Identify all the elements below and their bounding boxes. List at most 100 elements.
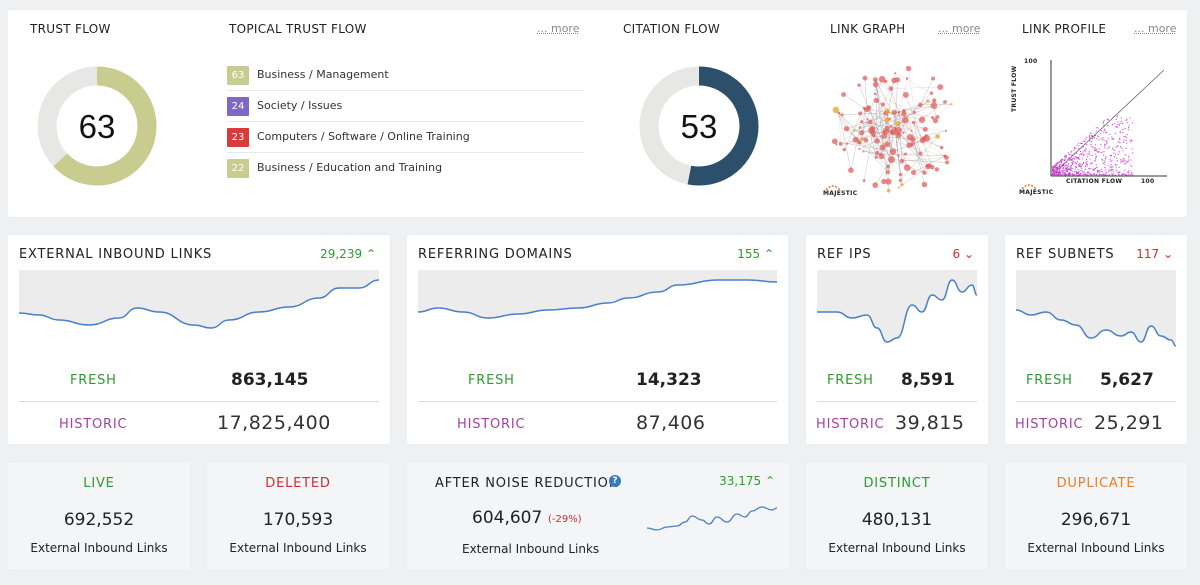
trust-flow-label: TRUST FLOW: [30, 22, 111, 36]
metric-delta: 6 ⌄: [952, 247, 974, 261]
noise-value: 604,607: [472, 508, 543, 528]
noise-sub: External Inbound Links: [462, 542, 600, 556]
majestic-logo-icon: [825, 185, 841, 191]
topic-row[interactable]: 63 Business / Management: [227, 60, 584, 91]
noise-delta: 33,175 ⌃: [719, 474, 775, 488]
metric-delta: 29,239 ⌃: [320, 247, 376, 261]
topic-row[interactable]: 23 Computers / Software / Online Trainin…: [227, 122, 584, 153]
topic-name: Society / Issues: [257, 99, 343, 112]
link-profile-more-link[interactable]: ... more: [1134, 22, 1177, 35]
noise-delta-value: 33,175: [719, 474, 762, 488]
noise-percent: (-29%): [548, 514, 582, 525]
fresh-value: 14,323: [636, 370, 702, 390]
link-graph-logo-text: MAJESTIC: [823, 190, 858, 197]
distinct-value: 480,131: [861, 510, 933, 530]
link-profile-label: LINK PROFILE: [1022, 22, 1107, 36]
deleted-card[interactable]: DELETED 170,593 External Inbound Links: [207, 462, 389, 570]
live-label: LIVE: [83, 476, 115, 491]
fresh-label: FRESH: [70, 373, 117, 388]
citation-flow-value: 53: [681, 108, 718, 145]
historic-label: HISTORIC: [457, 417, 526, 432]
distinct-card[interactable]: DISTINCT 480,131 External Inbound Links: [806, 462, 988, 570]
link-graph-more-link[interactable]: ... more: [938, 22, 981, 35]
metric-delta: 155 ⌃: [737, 247, 774, 261]
metric-sparkline: [417, 270, 778, 319]
topic-score: 23: [227, 128, 249, 147]
live-value: 692,552: [63, 510, 135, 530]
metric-title: REFERRING DOMAINS: [418, 247, 573, 262]
topic-row[interactable]: 24 Society / Issues: [227, 91, 584, 122]
noise-sparkline: [646, 506, 778, 531]
link-profile-logo-text: MAJESTIC: [1019, 189, 1054, 196]
metric-divider: [19, 401, 379, 402]
metric-title: REF SUBNETS: [1016, 247, 1115, 262]
duplicate-card[interactable]: DUPLICATE 296,671 External Inbound Links: [1005, 462, 1187, 570]
metric-title: EXTERNAL INBOUND LINKS: [19, 247, 213, 262]
metric-title: REF IPS: [817, 247, 872, 262]
fresh-value: 5,627: [1100, 370, 1154, 390]
topic-name: Business / Education and Training: [257, 161, 443, 174]
fresh-label: FRESH: [1026, 373, 1073, 388]
majestic-logo-icon: [1021, 184, 1037, 190]
historic-value: 25,291: [1094, 412, 1164, 434]
live-card[interactable]: LIVE 692,552 External Inbound Links: [8, 462, 190, 570]
historic-label: HISTORIC: [816, 417, 885, 432]
metric-sparkline: [1015, 270, 1177, 347]
metric-divider: [817, 401, 977, 402]
topic-name: Computers / Software / Online Training: [257, 130, 470, 143]
chevron-up-icon: ⌃: [365, 247, 376, 261]
historic-label: HISTORIC: [59, 417, 128, 432]
historic-value: 39,815: [895, 412, 965, 434]
topical-more-link[interactable]: ... more: [537, 22, 580, 35]
link-profile-ymax: 100: [1024, 58, 1038, 65]
topic-score: 24: [227, 97, 249, 116]
external-inbound-links-card[interactable]: EXTERNAL INBOUND LINKS 29,239 ⌃ FRESH 86…: [8, 235, 390, 444]
historic-value: 87,406: [636, 412, 706, 434]
topic-row[interactable]: 22 Business / Education and Training: [227, 153, 584, 184]
deleted-label: DELETED: [265, 476, 331, 491]
metric-delta-value: 155: [737, 247, 761, 261]
link-graph-label: LINK GRAPH: [830, 22, 906, 36]
referring-domains-card[interactable]: REFERRING DOMAINS 155 ⌃ FRESH 14,323 HIS…: [407, 235, 788, 444]
link-graph-image[interactable]: [820, 50, 960, 200]
distinct-sub: External Inbound Links: [828, 541, 966, 555]
ref-ips-card[interactable]: REF IPS 6 ⌄ FRESH 8,591 HISTORIC 39,815: [806, 235, 988, 444]
ref-subnets-card[interactable]: REF SUBNETS 117 ⌄ FRESH 5,627 HISTORIC 2…: [1005, 235, 1187, 444]
link-profile-scatter[interactable]: [1042, 58, 1167, 178]
deleted-sub: External Inbound Links: [229, 541, 367, 555]
noise-reduction-card[interactable]: AFTER NOISE REDUCTION ? 33,175 ⌃ 604,607…: [407, 462, 789, 570]
metric-divider: [418, 401, 777, 402]
summary-panel: TRUST FLOW 63 TOPICAL TRUST FLOW ... mor…: [8, 10, 1187, 217]
duplicate-value: 296,671: [1060, 510, 1132, 530]
link-profile-xlabel: CITATION FLOW: [1066, 178, 1123, 185]
metric-divider: [1016, 401, 1176, 402]
topic-score: 22: [227, 159, 249, 178]
metric-delta-value: 117: [1136, 247, 1160, 261]
chevron-down-icon: ⌄: [963, 247, 974, 261]
deleted-value: 170,593: [262, 510, 334, 530]
live-sub: External Inbound Links: [30, 541, 168, 555]
link-profile-xmax: 100: [1141, 178, 1155, 185]
help-icon[interactable]: ?: [609, 475, 621, 487]
trust-flow-donut[interactable]: 63: [37, 66, 157, 186]
topic-score: 63: [227, 66, 249, 85]
metric-sparkline: [18, 270, 380, 329]
topical-trust-flow-label: TOPICAL TRUST FLOW: [229, 22, 367, 36]
citation-flow-donut[interactable]: 53: [639, 66, 759, 186]
link-profile-ylabel: TRUST FLOW: [1011, 65, 1018, 112]
fresh-value: 8,591: [901, 370, 955, 390]
metric-sparkline: [817, 270, 978, 343]
metric-delta: 117 ⌄: [1136, 247, 1173, 261]
metric-delta-value: 29,239: [320, 247, 363, 261]
chevron-up-icon: ⌃: [764, 474, 775, 488]
distinct-label: DISTINCT: [863, 476, 931, 491]
duplicate-sub: External Inbound Links: [1027, 541, 1165, 555]
historic-label: HISTORIC: [1015, 417, 1084, 432]
historic-value: 17,825,400: [217, 412, 331, 434]
chevron-up-icon: ⌃: [763, 247, 774, 261]
noise-reduction-label: AFTER NOISE REDUCTION: [435, 476, 620, 491]
help-icon-glyph: ?: [612, 476, 618, 486]
citation-flow-label: CITATION FLOW: [623, 22, 721, 36]
fresh-label: FRESH: [468, 373, 515, 388]
topic-name: Business / Management: [257, 68, 389, 81]
